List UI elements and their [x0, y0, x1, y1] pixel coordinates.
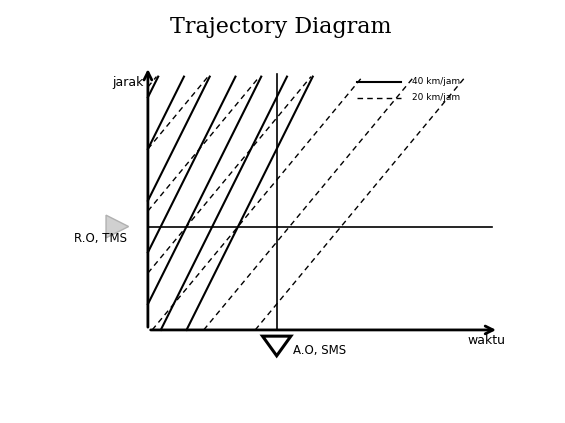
Polygon shape: [106, 215, 129, 238]
Text: Trajectory Diagram: Trajectory Diagram: [170, 16, 392, 38]
Text: R.O, TMS: R.O, TMS: [74, 232, 127, 245]
Text: 40 km/jam: 40 km/jam: [412, 77, 460, 86]
Text: waktu: waktu: [467, 334, 505, 347]
Text: jarak: jarak: [112, 76, 144, 88]
Polygon shape: [263, 336, 291, 356]
Text: A.O, SMS: A.O, SMS: [293, 344, 346, 357]
Text: 20 km/jam: 20 km/jam: [412, 93, 460, 102]
